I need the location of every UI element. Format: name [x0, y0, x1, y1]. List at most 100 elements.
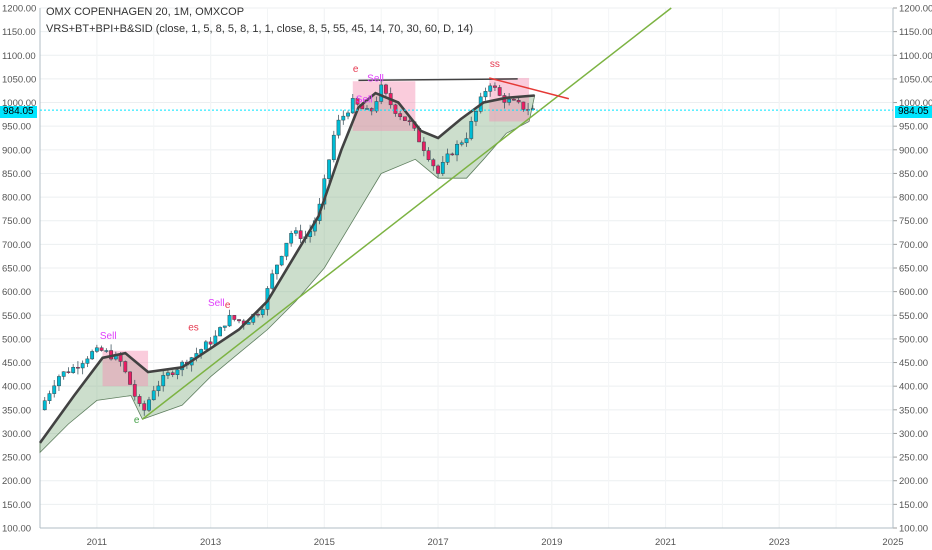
candle-body: [66, 371, 71, 373]
y-tick-label-left: 650.00: [2, 264, 31, 275]
candle-body: [398, 113, 403, 117]
y-tick-label-left: 1100.00: [2, 51, 36, 62]
signal-label: ss: [490, 59, 500, 70]
candle-body: [279, 255, 284, 266]
indicator-parameters: VRS+BT+BPI+B&SID (close, 1, 5, 8, 5, 8, …: [46, 23, 474, 35]
candle-body: [85, 358, 90, 364]
signal-label: es: [188, 322, 199, 333]
y-tick-label-left: 600.00: [2, 287, 31, 298]
candle-body: [331, 134, 336, 161]
candle-body: [61, 371, 66, 377]
signal-label: Sell: [208, 298, 225, 309]
candle-body: [256, 313, 260, 316]
y-tick-label-right: 550.00: [899, 311, 928, 322]
candle-body: [161, 375, 166, 387]
candle-body: [365, 108, 369, 110]
candle-body: [128, 371, 132, 385]
candle-body: [227, 315, 232, 327]
candle-body: [327, 159, 331, 179]
candle-body: [459, 142, 464, 145]
candle-body: [222, 325, 227, 328]
candle-body: [402, 116, 407, 121]
x-tick-label: 2013: [200, 537, 221, 548]
y-tick-label-right: 350.00: [899, 405, 928, 416]
trendline: [489, 77, 570, 100]
candle-body: [80, 363, 85, 369]
candle-body: [350, 98, 355, 114]
candle-body: [341, 115, 346, 121]
candle-body: [132, 384, 137, 397]
signal-label: e: [353, 64, 359, 75]
candle-body: [293, 230, 298, 234]
candle-body: [516, 99, 521, 103]
candle-body: [137, 396, 142, 404]
y-tick-label-right: 450.00: [899, 358, 928, 369]
candle-body: [147, 399, 151, 411]
y-tick-label-left: 300.00: [2, 429, 31, 440]
x-tick-label: 2015: [314, 537, 335, 548]
y-tick-label-right: 1050.00: [899, 74, 932, 85]
x-tick-label: 2019: [541, 537, 562, 548]
y-tick-label-right: 1100.00: [899, 51, 932, 62]
candle-body: [384, 84, 388, 94]
y-tick-label-right: 650.00: [899, 264, 928, 275]
y-tick-label-right: 600.00: [899, 287, 928, 298]
candle-body: [52, 385, 57, 394]
y-tick-label-right: 850.00: [899, 169, 928, 180]
candle-body: [493, 85, 497, 88]
candle-body: [298, 230, 303, 239]
candle-body: [507, 98, 512, 103]
candle-body: [336, 119, 341, 136]
candle-body: [151, 390, 156, 401]
y-tick-label-left: 900.00: [2, 145, 31, 156]
candle-body: [123, 361, 128, 373]
candle-body: [42, 400, 47, 411]
candle-body: [71, 367, 76, 373]
candle-body: [208, 341, 213, 345]
candle-body: [511, 98, 516, 101]
y-tick-label-left: 200.00: [2, 476, 31, 487]
candle-body: [474, 111, 478, 122]
candle-body: [355, 98, 360, 105]
candle-body: [421, 141, 426, 151]
candle-body: [232, 315, 237, 320]
candle-body: [440, 162, 445, 174]
y-tick-label-right: 250.00: [899, 453, 928, 464]
y-tick-label-left: 1200.00: [2, 4, 36, 15]
candle-body: [469, 121, 474, 139]
y-tick-label-right: 900.00: [899, 145, 928, 156]
candle-body: [76, 367, 80, 369]
candle-body: [104, 350, 109, 352]
y-tick-label-left: 400.00: [2, 382, 31, 393]
y-tick-label-right: 500.00: [899, 334, 928, 345]
candle-body: [450, 153, 455, 156]
y-tick-label-left: 500.00: [2, 334, 31, 345]
y-tick-label-left: 850.00: [2, 169, 31, 180]
trendline: [141, 7, 672, 420]
signal-label: e: [134, 415, 140, 426]
candle-body: [203, 341, 208, 350]
candle-body: [118, 354, 123, 362]
symbol-title: OMX COPENHAGEN 20, 1M, OMXCOP: [46, 6, 245, 18]
candle-body: [374, 101, 379, 112]
y-tick-label-right: 400.00: [899, 382, 928, 393]
y-tick-label-right: 700.00: [899, 240, 928, 251]
x-tick-label: 2021: [655, 537, 676, 548]
candle-body: [497, 87, 502, 96]
last-price-tag-left: 984.05: [0, 106, 37, 118]
candle-body: [166, 372, 170, 376]
support-cloud: [39, 92, 536, 454]
candle-body: [393, 104, 398, 114]
candle-body: [407, 120, 412, 123]
y-tick-label-left: 950.00: [2, 122, 31, 133]
y-tick-label-left: 750.00: [2, 216, 31, 227]
y-tick-label-left: 450.00: [2, 358, 31, 369]
y-tick-label-right: 950.00: [899, 122, 928, 133]
x-tick-label: 2023: [769, 537, 790, 548]
last-price-tag-right: 984.05: [895, 106, 932, 118]
candle-body: [464, 138, 469, 144]
signal-label: Sell: [356, 95, 373, 106]
candle-body: [156, 385, 161, 392]
